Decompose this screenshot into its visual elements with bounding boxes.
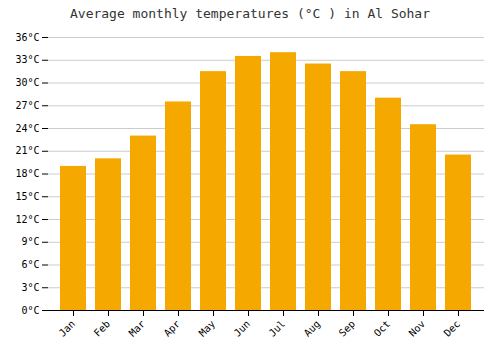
html-text:Average monthly temperatures (: Average monthly temperatures (°C ) in Al… xyxy=(70,6,430,21)
svg-text:Sep: Sep xyxy=(337,318,358,339)
svg-text:Apr: Apr xyxy=(162,318,183,339)
svg-text:12°C: 12°C xyxy=(15,214,39,225)
svg-text:Jan: Jan xyxy=(57,318,78,339)
svg-text:30°C: 30°C xyxy=(15,77,39,88)
svg-text:Feb: Feb xyxy=(92,318,113,339)
svg-text:Jul: Jul xyxy=(267,318,288,339)
svg-text:3°C: 3°C xyxy=(21,282,39,293)
svg-text:Oct: Oct xyxy=(372,318,393,339)
svg-text:21°C: 21°C xyxy=(15,145,39,156)
svg-text:15°C: 15°C xyxy=(15,191,39,202)
svg-text:Dec: Dec xyxy=(442,318,463,339)
svg-text:0°C: 0°C xyxy=(21,305,39,316)
svg-text:24°C: 24°C xyxy=(15,123,39,134)
svg-text:18°C: 18°C xyxy=(15,168,39,179)
svg-text:33°C: 33°C xyxy=(15,54,39,65)
svg-text:6°C: 6°C xyxy=(21,259,39,270)
svg-text:27°C: 27°C xyxy=(15,100,39,111)
svg-text:36°C: 36°C xyxy=(15,32,39,43)
svg-text:Mar: Mar xyxy=(127,318,148,339)
svg-text:May: May xyxy=(197,318,218,339)
svg-text:9°C: 9°C xyxy=(21,236,39,247)
svg-text:Nov: Nov xyxy=(407,318,428,339)
svg-text:Aug: Aug xyxy=(302,318,323,339)
svg-text:Jun: Jun xyxy=(232,318,253,339)
